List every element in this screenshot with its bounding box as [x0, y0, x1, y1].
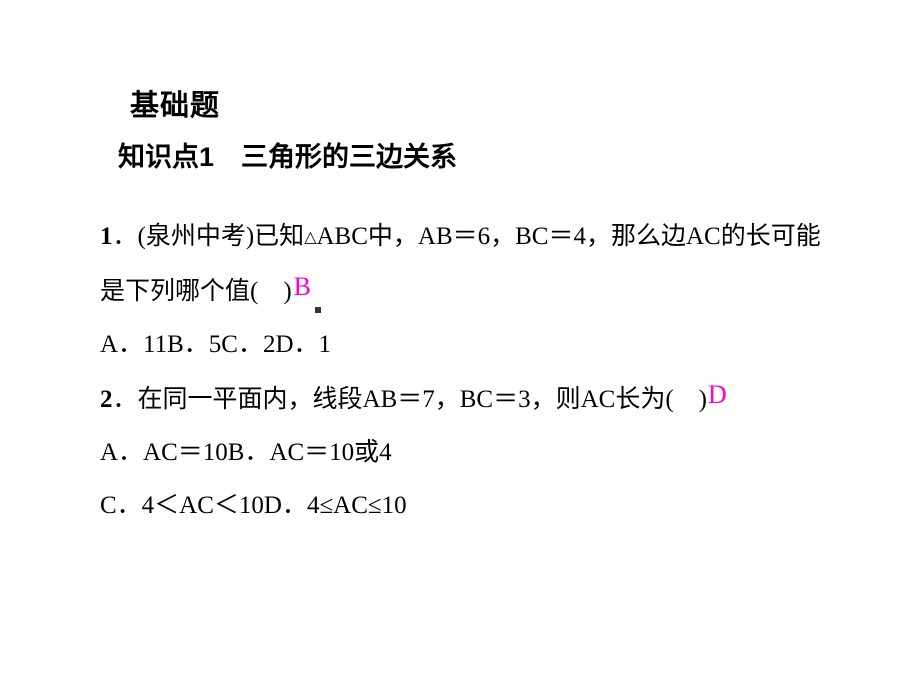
q1-ws: [258, 278, 283, 305]
q2-answer: D: [708, 380, 727, 409]
question-1: 1．(泉州中考)已知△ABC中，AB＝6，BC＝4，那么边AC的长可能是下列哪个…: [100, 210, 840, 318]
q2-options-cd: C．4＜AC＜10D．4≤AC≤10: [100, 479, 840, 532]
heading-sub-text: 三角形的三边关系: [241, 142, 457, 172]
q1-dot: ．: [113, 223, 138, 250]
q1-close: ): [283, 278, 291, 305]
q2-text: 在同一平面内，线段AB＝7，BC＝3，则AC长为(: [138, 386, 674, 413]
heading-main: 基础题: [130, 82, 220, 124]
q2-dot: ．: [113, 386, 138, 413]
q2-options-ab: A．AC＝10B．AC＝10或4: [100, 426, 840, 479]
q1-source: (泉州中考): [138, 223, 255, 250]
slide-page: 基础题 知识点1 三角形的三边关系 1．(泉州中考)已知△ABC中，AB＝6，B…: [0, 0, 920, 690]
q1-answer: B: [294, 272, 311, 301]
content-block: 1．(泉州中考)已知△ABC中，AB＝6，BC＝4，那么边AC的长可能是下列哪个…: [100, 210, 840, 532]
q2-number: 2: [100, 386, 113, 413]
q1-pre: 已知: [254, 223, 304, 250]
question-2: 2．在同一平面内，线段AB＝7，BC＝3，则AC长为( )D: [100, 371, 840, 426]
q1-number: 1: [100, 223, 113, 250]
q1-options: A．11B．5C．2D．1: [100, 318, 840, 371]
triangle-icon: △: [304, 221, 316, 255]
heading-sub-spacer: [214, 142, 241, 172]
heading-sub: 知识点1 三角形的三边关系: [118, 135, 457, 174]
q2-close: ): [699, 386, 707, 413]
heading-sub-prefix: 知识点1: [118, 142, 214, 172]
q2-ws: [674, 386, 699, 413]
